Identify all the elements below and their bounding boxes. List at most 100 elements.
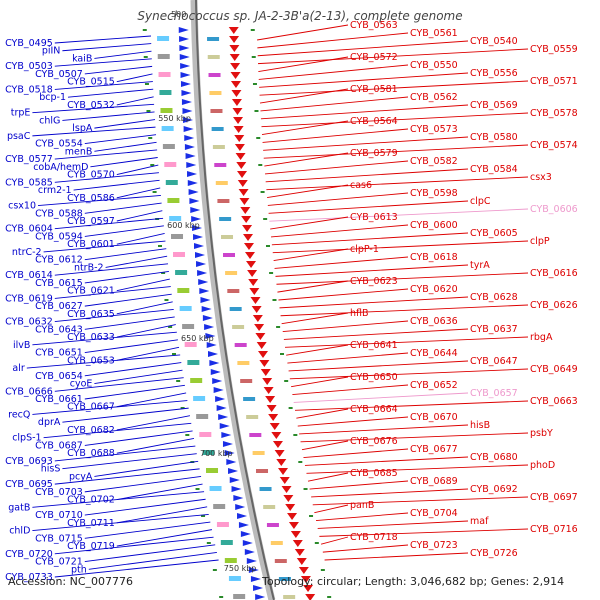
- leader-line-right: [259, 88, 349, 104]
- gene-label-left: CYB_0612: [35, 255, 83, 266]
- feature-block: [283, 595, 296, 599]
- gene-arrow-blue: [250, 576, 261, 582]
- gene-arrow-blue: [193, 243, 204, 249]
- gene-label-right: panB: [350, 500, 374, 511]
- leader-line-right: [312, 496, 529, 506]
- gene-label-left: CYB_0577: [5, 154, 53, 165]
- feature-block: [221, 235, 234, 239]
- gene-arrow-red: [281, 486, 292, 493]
- gene-label-right: CYB_0626: [530, 300, 578, 311]
- leader-line-left: [32, 400, 188, 415]
- tick-mark-green: [146, 110, 151, 112]
- gene-arrow-blue: [187, 180, 198, 186]
- gene-arrow-red: [288, 522, 299, 529]
- gene-label-right: CYB_0578: [530, 108, 578, 119]
- feature-block: [225, 271, 238, 275]
- gene-arrow-blue: [215, 396, 226, 402]
- feature-block: [270, 541, 283, 545]
- leader-line-left: [54, 35, 151, 44]
- tick-mark-green: [164, 299, 169, 301]
- gene-arrow-blue: [191, 216, 202, 222]
- gene-label-left: CYB_0687: [35, 440, 83, 451]
- gene-label-right: CYB_0723: [410, 540, 458, 551]
- gene-arrow-red: [234, 144, 245, 151]
- gene-label-left: ilvB: [13, 340, 30, 351]
- gene-arrow-red: [230, 81, 241, 88]
- gene-label-right: CYB_0563: [350, 20, 398, 31]
- leader-line-left: [54, 81, 153, 90]
- gene-label-left: CYB_0721: [35, 557, 83, 568]
- gene-arrow-red: [231, 99, 242, 106]
- leader-line-right: [261, 112, 529, 128]
- leader-line-right: [265, 168, 469, 183]
- leader-line-right: [262, 128, 409, 143]
- leader-line-left: [88, 551, 217, 570]
- gene-label-left: CYB_0682: [67, 425, 115, 436]
- gene-label-left: CYB_0733: [5, 572, 53, 583]
- gene-arrow-blue: [218, 414, 229, 420]
- gene-arrow-blue: [184, 135, 195, 141]
- gene-label-right: tyrA: [470, 260, 490, 271]
- gene-arrow-red: [252, 315, 263, 322]
- feature-block: [207, 55, 220, 59]
- tick-mark-green: [161, 272, 166, 274]
- gene-label-left: CYB_0601: [67, 239, 115, 250]
- feature-block: [212, 145, 225, 149]
- tick-mark-green: [314, 542, 319, 544]
- leader-line-right: [319, 528, 529, 537]
- gene-label-right: CYB_0652: [410, 380, 458, 391]
- leader-line-left: [116, 392, 187, 408]
- gene-arrow-blue: [233, 495, 244, 501]
- leader-line-left: [67, 88, 154, 98]
- gene-label-right: hisB: [470, 420, 490, 431]
- gene-label-left: pth: [71, 564, 87, 575]
- gene-label-right: CYB_0556: [470, 68, 518, 79]
- feature-block: [224, 558, 237, 563]
- gene-arrow-blue: [179, 36, 190, 42]
- gene-arrow-blue: [244, 549, 255, 555]
- leader-line-left: [116, 210, 163, 222]
- gene-label-right: CYB_0664: [350, 404, 398, 415]
- gene-label-right: CYB_0677: [410, 444, 458, 455]
- gene-arrow-blue: [224, 450, 235, 456]
- tick-mark-green: [185, 434, 190, 436]
- feature-block: [164, 162, 177, 167]
- gene-label-right: CYB_0582: [410, 156, 458, 167]
- tick-mark-green: [269, 272, 274, 274]
- leader-line-left: [84, 134, 157, 145]
- leader-line-right: [314, 504, 349, 514]
- gene-arrow-red: [230, 72, 241, 79]
- gene-label-left: CYB_0632: [5, 317, 53, 328]
- gene-label-left: CYB_0666: [5, 386, 53, 397]
- leader-line-right: [287, 352, 409, 364]
- leader-line-left: [54, 217, 164, 230]
- leader-line-right: [273, 248, 349, 262]
- feature-block: [215, 181, 228, 185]
- leader-line-left: [54, 377, 184, 392]
- gene-arrow-blue: [209, 360, 220, 366]
- leader-line-left: [32, 491, 205, 508]
- feature-block: [220, 540, 233, 545]
- leader-line-right: [288, 360, 469, 372]
- leader-line-left: [54, 172, 159, 183]
- gene-label-left: CYB_0604: [5, 224, 53, 235]
- feature-block: [167, 198, 180, 203]
- gene-arrow-blue: [185, 153, 196, 159]
- gene-label-left: dprA: [38, 417, 61, 428]
- gene-label-right: CYB_0569: [470, 100, 518, 111]
- feature-block: [278, 577, 291, 581]
- leader-line-right: [300, 432, 529, 443]
- gene-label-right: CYB_0579: [350, 148, 398, 159]
- leader-line-right: [306, 464, 529, 474]
- feature-block: [234, 343, 247, 347]
- gene-label-left: cobA/hemD: [33, 162, 88, 173]
- scale-label: 750 kbp: [224, 564, 257, 573]
- feature-block: [169, 216, 182, 221]
- gene-label-right: CYB_0605: [470, 228, 518, 239]
- leader-line-left: [94, 119, 156, 129]
- genome-summary-text: Topology: circular; Length: 3,046,682 bp…: [262, 575, 565, 588]
- leader-line-right: [274, 256, 409, 269]
- leader-line-right: [297, 416, 409, 427]
- gene-label-right: CYB_0718: [350, 532, 398, 543]
